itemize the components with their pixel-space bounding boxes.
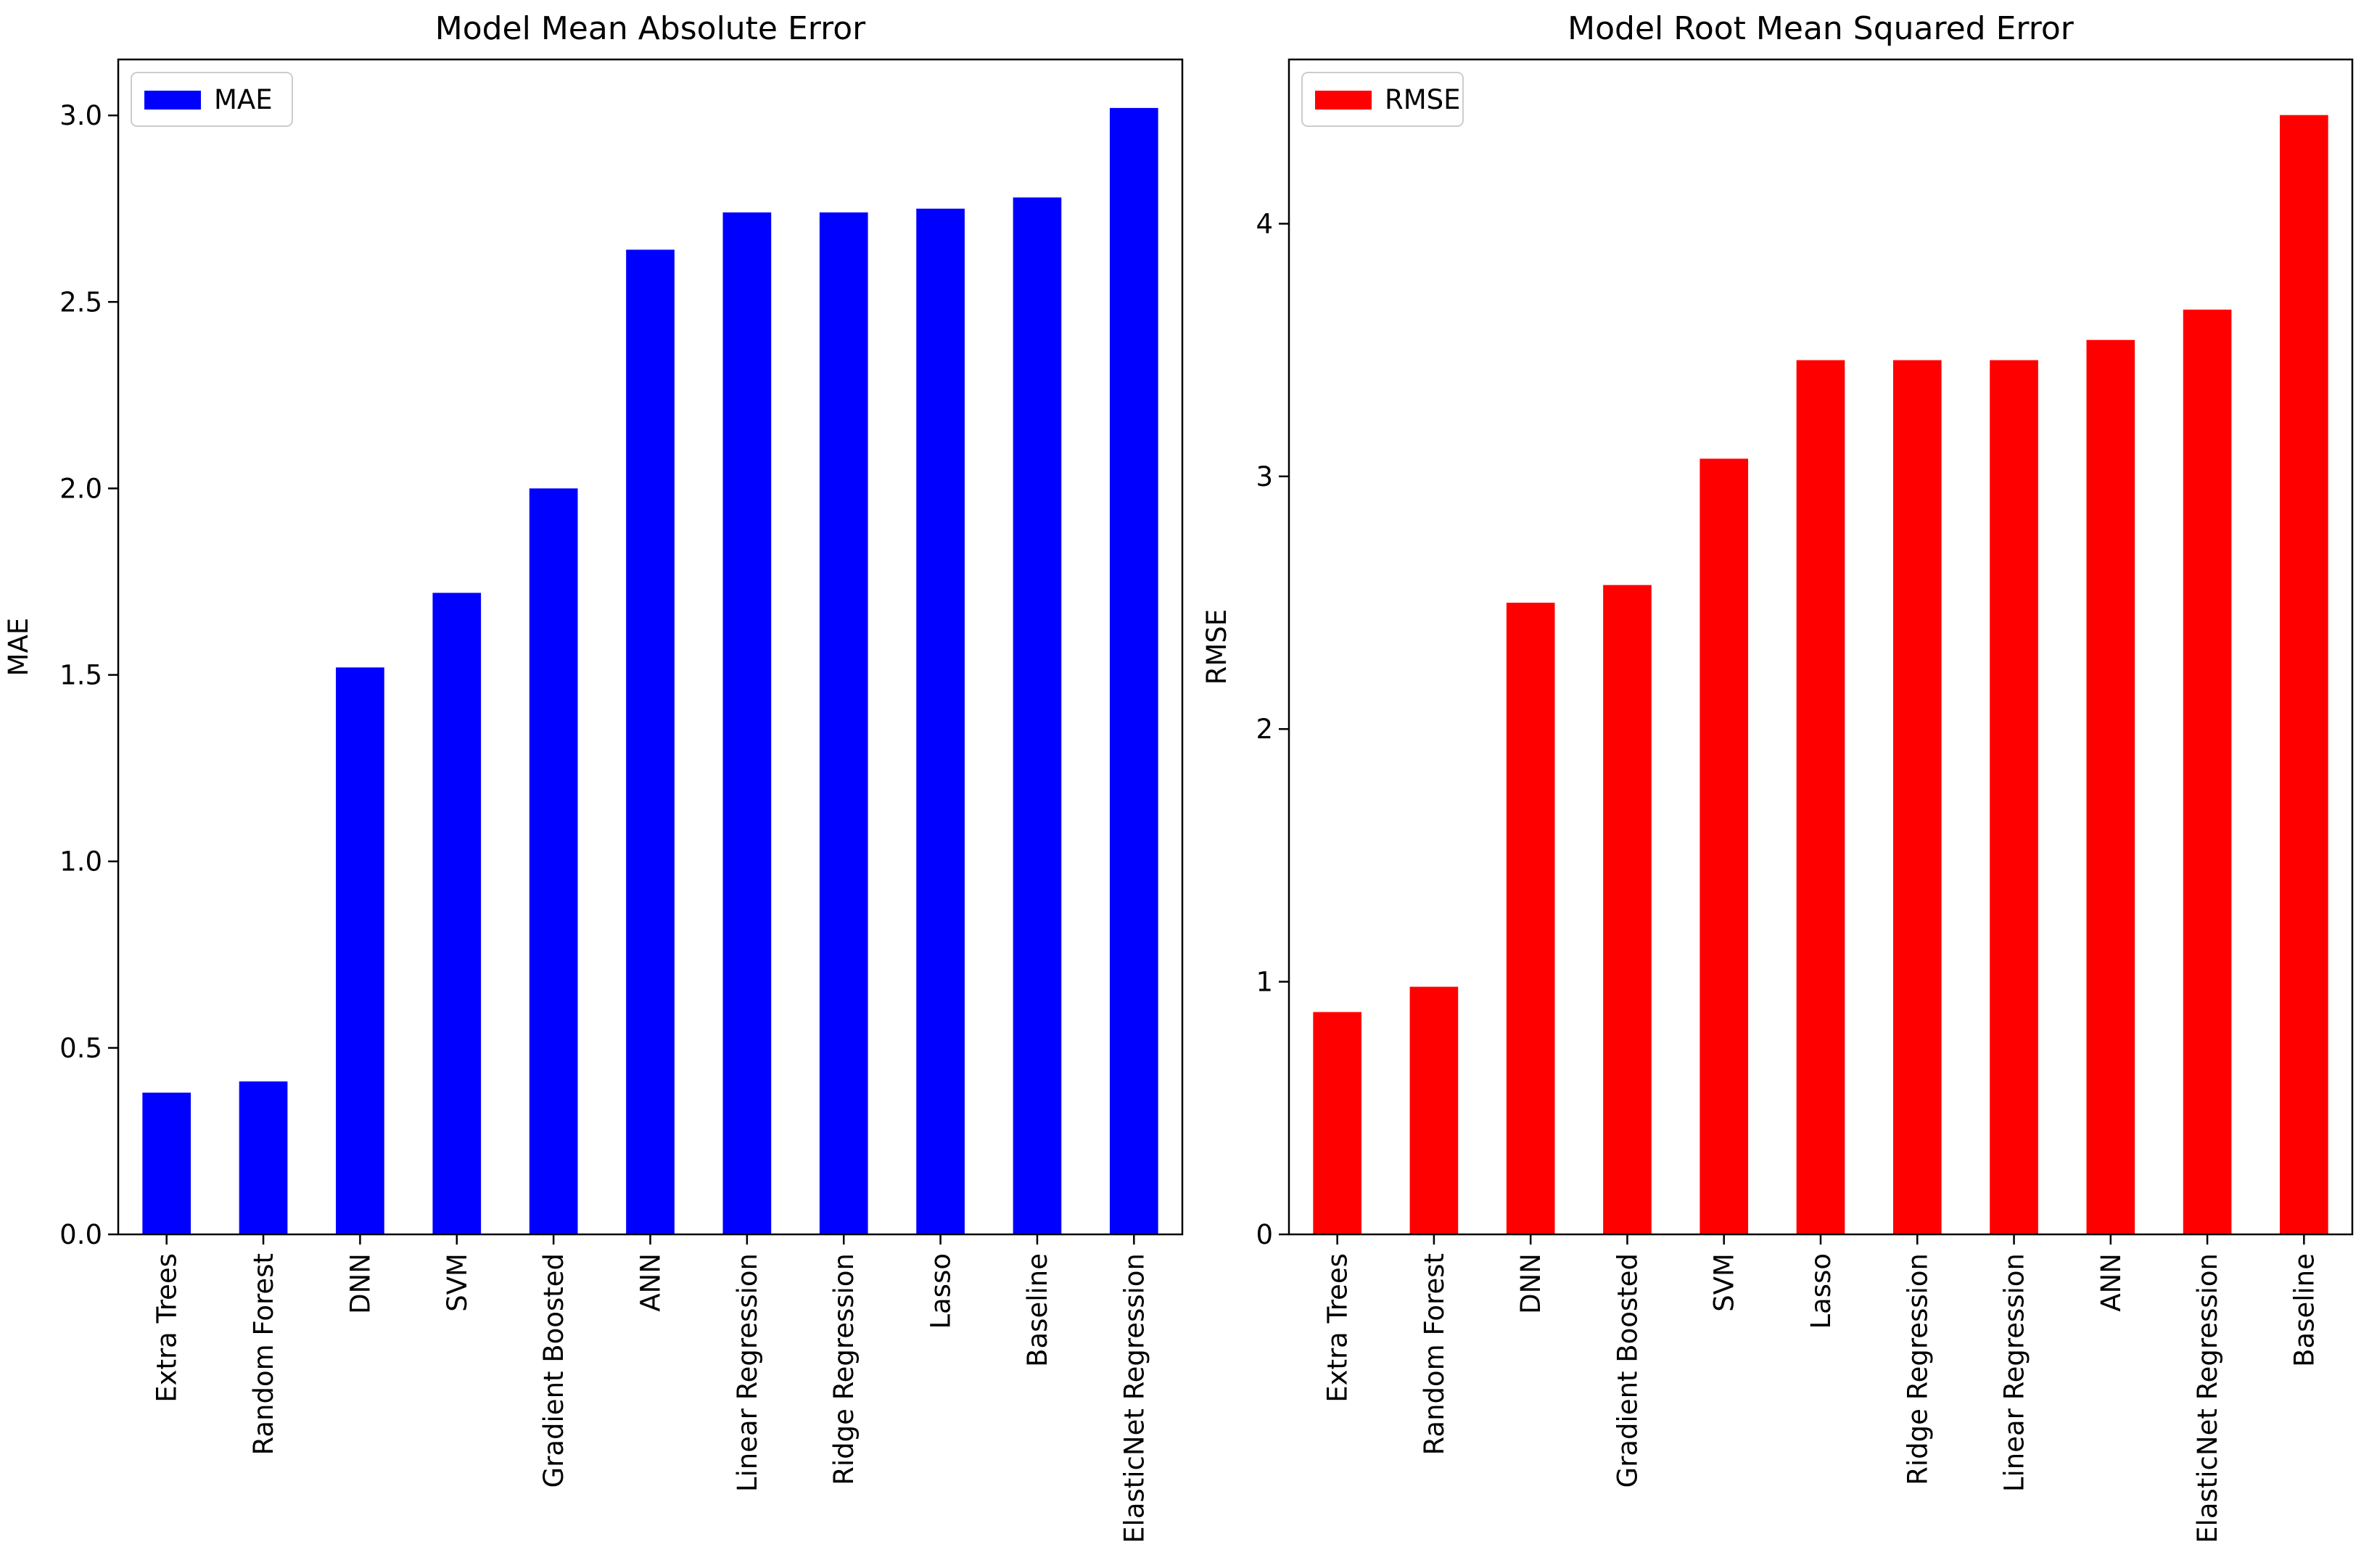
- chart-2-xtick-label-8: Linear Regression: [1999, 1253, 2030, 1492]
- chart-2-xtick-label-6: Lasso: [1805, 1253, 1837, 1329]
- chart-1-xtick-label-2: Random Forest: [248, 1253, 279, 1456]
- chart-2-legend-label: RMSE: [1385, 84, 1461, 115]
- chart-1-bar-3: [336, 667, 384, 1234]
- chart-2-ylabel: RMSE: [1201, 609, 1232, 685]
- chart-2-ytick-label-1: 0: [1256, 1219, 1273, 1250]
- chart-1-bar-1: [142, 1092, 191, 1234]
- chart-2-bar-6: [1796, 360, 1845, 1235]
- chart-1-xtick-label-3: DNN: [345, 1253, 376, 1314]
- chart-1-title: Model Mean Absolute Error: [435, 10, 866, 47]
- chart-1-xtick-label-7: Linear Regression: [732, 1253, 763, 1492]
- chart-1-xtick-label-1: Extra Trees: [152, 1253, 183, 1403]
- chart-1-legend-swatch: [144, 91, 201, 110]
- chart-1-ytick-label-7: 3.0: [59, 100, 102, 131]
- chart-2-xtick-label-4: Gradient Boosted: [1612, 1253, 1643, 1488]
- chart-1-ytick-label-2: 0.5: [59, 1033, 102, 1064]
- chart-1-bar-7: [722, 212, 772, 1234]
- chart-1-bar-4: [432, 593, 482, 1234]
- chart-2-xtick-label-2: Random Forest: [1419, 1253, 1450, 1456]
- chart-2-xtick-label-11: Baseline: [2288, 1253, 2320, 1367]
- chart-2-bar-11: [2280, 115, 2328, 1234]
- chart-2-ytick-label-5: 4: [1256, 208, 1273, 239]
- chart-1-xtick-label-11: ElasticNet Regression: [1118, 1253, 1150, 1543]
- chart-2-xtick-label-5: SVM: [1709, 1253, 1740, 1312]
- chart-2-legend-swatch: [1315, 91, 1372, 110]
- chart-2-bar-2: [1409, 986, 1459, 1234]
- chart-2-legend: RMSE: [1301, 72, 1464, 127]
- chart-1-xtick-label-5: Gradient Boosted: [538, 1253, 569, 1488]
- chart-1-xtick-label-4: SVM: [442, 1253, 473, 1312]
- chart-1-ytick-label-1: 0.0: [59, 1219, 102, 1250]
- chart-1-bar-10: [1013, 197, 1062, 1234]
- chart-1-bar-9: [916, 208, 965, 1235]
- chart-2-xtick-label-10: ElasticNet Regression: [2192, 1253, 2223, 1543]
- chart-2-xtick-label-3: DNN: [1515, 1253, 1546, 1314]
- chart-2-title: Model Root Mean Squared Error: [1567, 10, 2075, 47]
- chart-2-xtick-label-7: Ridge Regression: [1902, 1253, 1933, 1485]
- chart-1-bar-6: [626, 249, 675, 1234]
- chart-1-bar-5: [529, 488, 578, 1235]
- chart-1-legend-label: MAE: [214, 84, 273, 115]
- chart-2-ytick-label-3: 2: [1256, 714, 1273, 745]
- chart-1-bar-11: [1109, 107, 1158, 1235]
- chart-1-xtick-label-6: ANN: [635, 1253, 667, 1312]
- chart-1-ytick-label-3: 1.0: [59, 846, 102, 878]
- chart-1-xtick-label-10: Baseline: [1022, 1253, 1053, 1367]
- chart-1-xtick-label-9: Lasso: [926, 1253, 957, 1329]
- chart-2-bar-9: [2086, 339, 2135, 1235]
- chart-1-bar-2: [239, 1081, 288, 1234]
- chart-2-xtick-label-1: Extra Trees: [1322, 1253, 1354, 1403]
- chart-2-bar-5: [1700, 458, 1749, 1235]
- chart-2-bar-4: [1603, 585, 1652, 1234]
- chart-2-xtick-label-9: ANN: [2096, 1253, 2127, 1312]
- chart-1-legend-box: [131, 72, 293, 127]
- chart-1-ytick-label-5: 2.0: [59, 473, 102, 504]
- chart-1-xtick-label-8: Ridge Regression: [828, 1253, 860, 1485]
- chart-1-ytick-label-4: 1.5: [59, 660, 102, 691]
- chart-1-ytick-label-6: 2.5: [59, 286, 102, 318]
- chart-2-legend-box: [1301, 72, 1464, 127]
- chart-2-ytick-label-2: 1: [1256, 967, 1273, 998]
- chart-2-bar-10: [2183, 309, 2232, 1234]
- chart-2-bar-8: [1990, 360, 2038, 1235]
- chart-2: 0 1 2 3 4 Extra Trees Random Forest DNN Gradient…: [1201, 10, 2354, 1543]
- chart-2-bar-3: [1506, 603, 1555, 1234]
- chart-1: 0.0 0.5 1.0 1.5 2.0 2.5 3.0 Extra Trees Random F…: [3, 10, 1184, 1543]
- chart-1-ylabel: MAE: [3, 618, 34, 677]
- chart-2-ytick-label-4: 3: [1256, 461, 1273, 492]
- chart-2-bar-1: [1313, 1012, 1361, 1234]
- chart-1-legend: MAE: [131, 72, 293, 127]
- chart-2-bar-7: [1892, 360, 1942, 1235]
- chart-1-bar-8: [819, 212, 868, 1234]
